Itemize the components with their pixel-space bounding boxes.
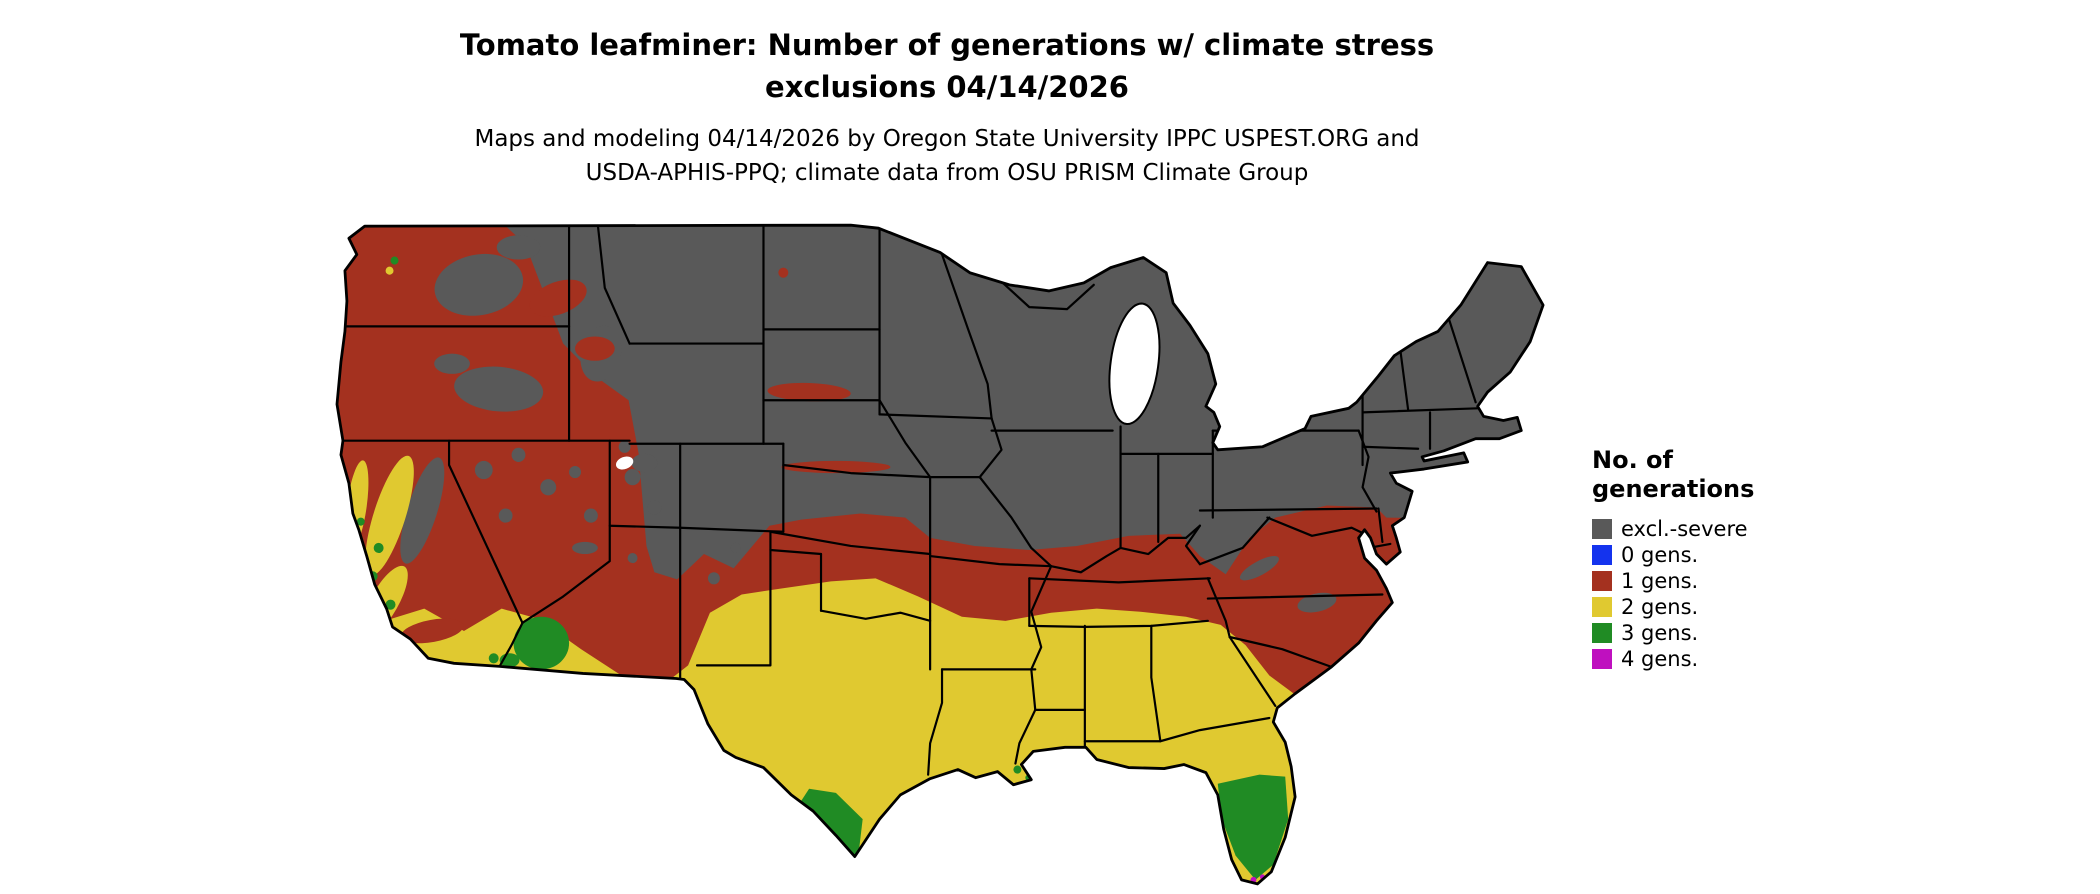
legend-item-0-gens: 0 gens.: [1592, 542, 1832, 568]
legend-label-4-gens: 4 gens.: [1621, 647, 1699, 671]
map-raster-layers: [336, 225, 1544, 884]
subtitle-line-1: Maps and modeling 04/14/2026 by Oregon S…: [474, 126, 1420, 152]
legend-title: No. of generations: [1592, 446, 1832, 504]
legend-item-3-gens: 3 gens.: [1592, 620, 1832, 646]
legend-title-line-1: No. of: [1592, 446, 1673, 474]
legend-swatch-excl-severe: [1592, 519, 1612, 539]
legend-swatch-4-gens: [1592, 649, 1612, 669]
legend-swatch-0-gens: [1592, 545, 1612, 565]
legend-swatch-3-gens: [1592, 623, 1612, 643]
red-patches-north: [529, 267, 1509, 474]
lake-michigan: [1108, 302, 1161, 426]
socal-mountains-red: [400, 618, 464, 644]
legend-label-excl-severe: excl.-severe: [1621, 517, 1748, 541]
legend-item-1-gens: 1 gens.: [1592, 568, 1832, 594]
us-generations-map: [335, 212, 1555, 890]
legend-label-0-gens: 0 gens.: [1621, 543, 1699, 567]
map-legend: No. of generations excl.-severe 0 gens. …: [1592, 446, 1832, 672]
legend-title-line-2: generations: [1592, 475, 1755, 503]
legend-item-4-gens: 4 gens.: [1592, 646, 1832, 672]
legend-label-3-gens: 3 gens.: [1621, 621, 1699, 645]
map-svg: [335, 223, 1545, 886]
legend-item-2-gens: 2 gens.: [1592, 594, 1832, 620]
lakes: [615, 302, 1161, 470]
page-subtitle: Maps and modeling 04/14/2026 by Oregon S…: [0, 122, 1894, 190]
title-line-1: Tomato leafminer: Number of generations …: [459, 28, 1435, 62]
legend-items: excl.-severe 0 gens. 1 gens. 2 gens. 3 g…: [1592, 516, 1832, 672]
page-title: Tomato leafminer: Number of generations …: [0, 24, 1894, 108]
state-borders: [336, 225, 1479, 776]
legend-label-1-gens: 1 gens.: [1621, 569, 1699, 593]
legend-item-excl-severe: excl.-severe: [1592, 516, 1832, 542]
us-outline: [335, 223, 1545, 886]
great-salt-lake: [615, 456, 634, 470]
legend-swatch-2-gens: [1592, 597, 1612, 617]
legend-label-2-gens: 2 gens.: [1621, 595, 1699, 619]
subtitle-line-2: USDA-APHIS-PPQ; climate data from OSU PR…: [585, 160, 1309, 186]
title-line-2: exclusions 04/14/2026: [765, 70, 1129, 104]
legend-swatch-1-gens: [1592, 571, 1612, 591]
